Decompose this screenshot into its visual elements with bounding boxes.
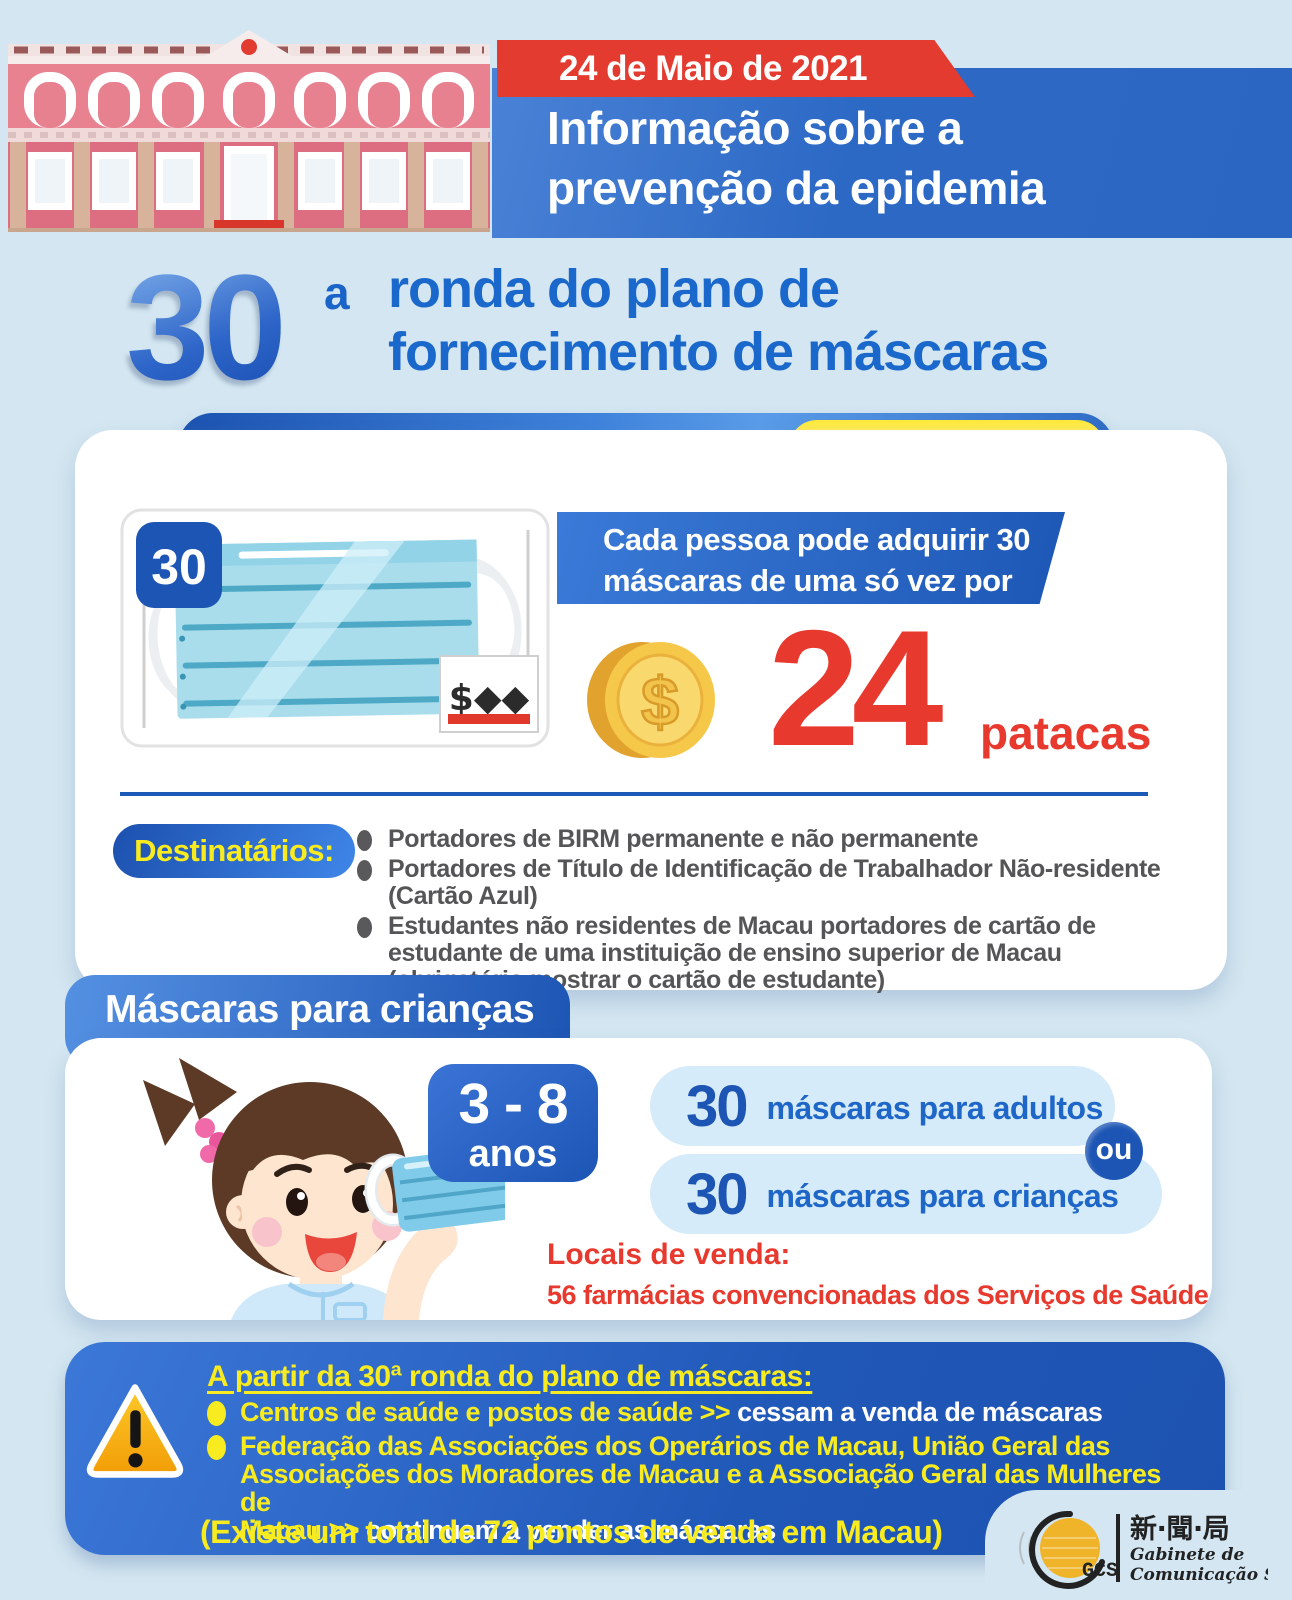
recipients-label: Destinatários:	[113, 824, 355, 878]
bullet-icon	[207, 1435, 226, 1460]
price-tag-icon: $◆◆	[439, 655, 539, 733]
notice-rest: continuam a vender as máscaras	[359, 1515, 776, 1545]
coin-icon: $	[587, 642, 715, 758]
total-points-note: (Existe um total de 72 pontos de venda e…	[200, 1514, 943, 1550]
option-label: máscaras para crianças	[766, 1177, 1119, 1214]
logo-pt-line1: Gabinete de	[1130, 1545, 1245, 1565]
option-adult-masks: 30 máscaras para adultos	[650, 1066, 1115, 1146]
notice-panel: A partir da 30ª ronda do plano de máscar…	[65, 1342, 1225, 1555]
or-badge: ou	[1085, 1122, 1143, 1180]
gcs-logo: GCS 新‧聞‧局 Gabinete de Comunicação Social	[1019, 1510, 1268, 1589]
sale-locations: Locais de venda: 56 farmácias convencion…	[547, 1238, 1209, 1311]
price-currency: patacas	[980, 707, 1152, 759]
round-title: ronda do plano de fornecimento de máscar…	[388, 259, 1049, 382]
purchase-card: 30 $◆◆ Cada pessoa pode adquirir 30 másc…	[75, 430, 1227, 994]
recipient-text: Portadores de Título de Identificação de…	[388, 855, 1161, 910]
notice-heading: A partir da 30ª ronda do plano de máscar…	[207, 1360, 813, 1393]
logo-chinese-name: 新‧聞‧局	[1130, 1513, 1230, 1545]
notice-highlight: Federação das Associações dos Operários …	[240, 1431, 1161, 1545]
age-range-badge: 3 - 8 anos	[428, 1064, 598, 1182]
svg-text:$: $	[641, 664, 679, 740]
package-count: 30	[151, 539, 207, 595]
warning-icon	[86, 1384, 184, 1478]
option-label: máscaras para adultos	[766, 1089, 1104, 1126]
bullet-icon	[357, 860, 372, 881]
children-card: 3 - 8 anos 30 máscaras para adultos ou 3…	[65, 1038, 1212, 1320]
bullet-icon	[207, 1401, 226, 1426]
option-children-masks: 30 máscaras para crianças	[650, 1154, 1162, 1234]
notice-item: Federação das Associações dos Operários …	[207, 1432, 1180, 1544]
bullet-icon	[357, 917, 372, 938]
date-ribbon: 24 de Maio de 2021	[497, 40, 975, 97]
logo-cutout	[985, 1490, 1292, 1600]
option-count: 30	[686, 1161, 748, 1227]
age-range: 3 - 8	[458, 1072, 568, 1136]
recipients-list: Portadores de BIRM permanente e não perm…	[357, 826, 1202, 997]
government-building-illustration	[8, 30, 490, 232]
divider-line	[120, 792, 1148, 796]
recipient-text: Portadores de BIRM permanente e não perm…	[388, 825, 979, 853]
notice-highlight: Centros de saúde e postos de saúde >>	[240, 1397, 731, 1427]
age-unit: anos	[468, 1133, 558, 1175]
notice-rest: cessam a venda de máscaras	[730, 1397, 1103, 1427]
bullet-icon	[357, 830, 372, 851]
list-item: Portadores de Título de Identificação de…	[357, 856, 1202, 910]
option-count: 30	[686, 1073, 748, 1139]
price-amount: 24	[768, 596, 944, 780]
list-item: Portadores de BIRM permanente e não perm…	[357, 826, 1202, 853]
svg-text:$◆◆: $◆◆	[449, 678, 530, 719]
round-ordinal: a	[324, 267, 350, 319]
round-number: 30	[126, 243, 287, 411]
claim-banner: Cada pessoa pode adquirir 30 máscaras de…	[557, 512, 1065, 604]
logo-acronym: GCS	[1082, 1560, 1118, 1583]
sale-detail: 56 farmácias convencionadas dos Serviços…	[547, 1280, 1209, 1310]
notice-item: Centros de saúde e postos de saúde >> ce…	[207, 1397, 1103, 1427]
logo-pt-line2: Comunicação Social	[1130, 1565, 1268, 1585]
mask-package-illustration: 30 $◆◆	[120, 508, 550, 748]
sale-title: Locais de venda:	[547, 1238, 791, 1271]
